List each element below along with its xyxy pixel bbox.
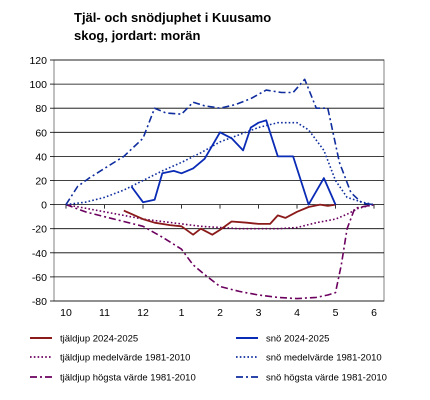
x-tick-label: 5 (333, 307, 339, 319)
y-tick-label: 20 (35, 176, 47, 188)
x-tick-label: 4 (294, 307, 300, 319)
legend: tjäldjup 2024-2025 snö 2024-2025 tjäldjup … (30, 334, 387, 384)
y-tick-label: 80 (35, 103, 47, 115)
y-tick-label: -60 (32, 272, 47, 284)
y-tick-label: 40 (35, 151, 47, 163)
chart-title-line-1: Tjäl- och snödjuphet i Kuusamo (74, 10, 271, 25)
legend-label-4: tjäldjup högsta värde 1981-2010 (60, 373, 196, 384)
x-tick-label: 6 (371, 307, 377, 319)
y-tick-label: 120 (29, 55, 47, 67)
y-tick-label: -40 (32, 248, 47, 260)
x-tick-label: 10 (60, 307, 72, 319)
y-tick-label: 100 (29, 79, 47, 91)
x-tick-label: 2 (217, 307, 223, 319)
series-line-3 (65, 121, 375, 206)
x-tick-label: 11 (99, 307, 110, 319)
series-line-5 (65, 78, 375, 206)
legend-label-5: snö högsta värde 1981-2010 (266, 373, 387, 384)
chart-title-line-2: skog, jordart: morän (74, 28, 200, 43)
series-line-1 (130, 119, 337, 206)
x-tick-label: 12 (137, 307, 149, 319)
y-tick-label: 60 (35, 127, 47, 139)
series-line-0 (123, 203, 336, 236)
legend-label-3: snö medelvärde 1981-2010 (266, 353, 382, 364)
legend-label-1: snö 2024-2025 (266, 334, 329, 345)
y-tick-label: -80 (32, 296, 47, 308)
x-tick-label: 1 (179, 307, 185, 319)
series-line-2 (65, 203, 375, 230)
legend-label-0: tjäldjup 2024-2025 (60, 334, 138, 345)
series-line-4 (65, 203, 375, 300)
y-tick-label: -20 (32, 224, 47, 236)
x-tick-label: 3 (256, 307, 262, 319)
y-tick-label: 0 (41, 200, 47, 212)
legend-label-2: tjäldjup medelvärde 1981-2010 (60, 353, 190, 364)
